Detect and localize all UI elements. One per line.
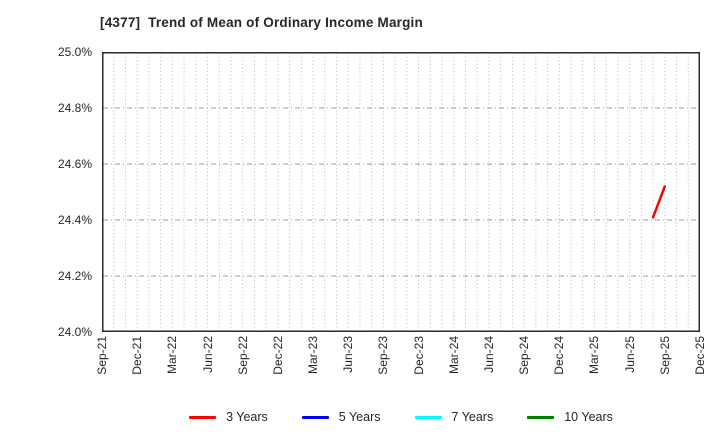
x-tick-label: Dec-24	[552, 336, 567, 375]
x-tick-label: Jun-22	[200, 336, 215, 373]
y-tick-label: 25.0%	[57, 45, 92, 59]
x-tick-label: Sep-24	[517, 336, 532, 375]
x-tick-label: Jun-24	[481, 336, 496, 373]
x-tick-label: Sep-25	[657, 336, 672, 375]
legend-label: 7 Years	[451, 410, 494, 424]
legend-item-5-years: 5 Years	[301, 410, 381, 424]
x-tick-label: Mar-24	[446, 336, 461, 375]
y-tick-label: 24.0%	[57, 325, 92, 339]
x-tick-label: Jun-23	[341, 336, 356, 373]
y-tick-label: 24.4%	[57, 213, 92, 227]
y-tick-label: 24.6%	[57, 157, 92, 171]
x-tick-label: Jun-25	[622, 336, 637, 373]
legend-line-swatch	[527, 415, 555, 419]
x-tick-label: Mar-23	[306, 336, 321, 375]
legend-label: 5 Years	[338, 410, 381, 424]
x-tick-label: Mar-22	[165, 336, 180, 375]
x-tick-label: Dec-21	[130, 336, 145, 375]
legend-label: 10 Years	[564, 410, 613, 424]
x-tick-label: Dec-25	[693, 336, 707, 375]
y-tick-label: 24.2%	[57, 269, 92, 283]
legend-item-3-years: 3 Years	[189, 410, 268, 424]
x-tick-label: Sep-23	[376, 336, 391, 375]
plot-area	[102, 52, 700, 332]
x-tick-label: Mar-25	[587, 336, 602, 375]
x-tick-label: Dec-23	[411, 336, 426, 375]
x-tick-label: Sep-21	[95, 336, 109, 375]
legend-item-10-years: 10 Years	[527, 410, 613, 424]
legend: 3 Years 5 Years 7 Years 10 Years	[102, 404, 700, 430]
legend-item-7-years: 7 Years	[414, 410, 494, 424]
plot-frame	[102, 52, 700, 332]
x-tick-label: Sep-22	[235, 336, 250, 375]
y-tick-label: 24.8%	[57, 101, 92, 115]
x-tick-label: Dec-22	[270, 336, 285, 375]
legend-line-swatch	[301, 415, 329, 419]
legend-line-swatch	[189, 415, 217, 419]
chart-title: [4377] Trend of Mean of Ordinary Income …	[100, 15, 423, 30]
series-line-3-years	[651, 185, 667, 219]
legend-label: 3 Years	[226, 410, 268, 424]
legend-line-swatch	[414, 415, 442, 419]
